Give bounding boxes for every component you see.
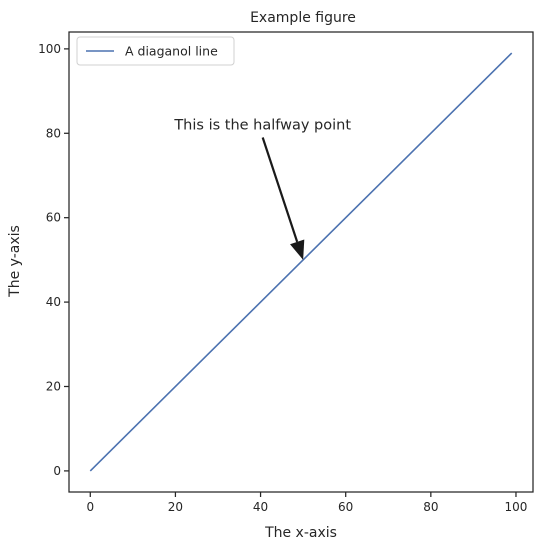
y-tick-label: 60 <box>46 211 61 225</box>
annotation-text: This is the halfway point <box>173 118 351 134</box>
x-tick-label: 20 <box>168 500 183 514</box>
chart-title: Example figure <box>250 10 356 26</box>
x-tick-label: 60 <box>338 500 353 514</box>
x-axis-label: The x-axis <box>264 525 337 541</box>
x-tick-label: 100 <box>505 500 528 514</box>
y-tick-label: 80 <box>46 126 61 140</box>
y-axis-label: The y-axis <box>7 225 23 298</box>
x-tick-label: 0 <box>86 500 94 514</box>
y-tick-label: 0 <box>53 464 61 478</box>
y-tick-label: 20 <box>46 379 61 393</box>
y-tick-label: 40 <box>46 295 61 309</box>
x-tick-label: 40 <box>253 500 268 514</box>
legend: A diaganol line <box>77 37 234 65</box>
y-tick-label: 100 <box>38 42 61 56</box>
x-tick-label: 80 <box>423 500 438 514</box>
legend-label: A diaganol line <box>125 44 218 59</box>
